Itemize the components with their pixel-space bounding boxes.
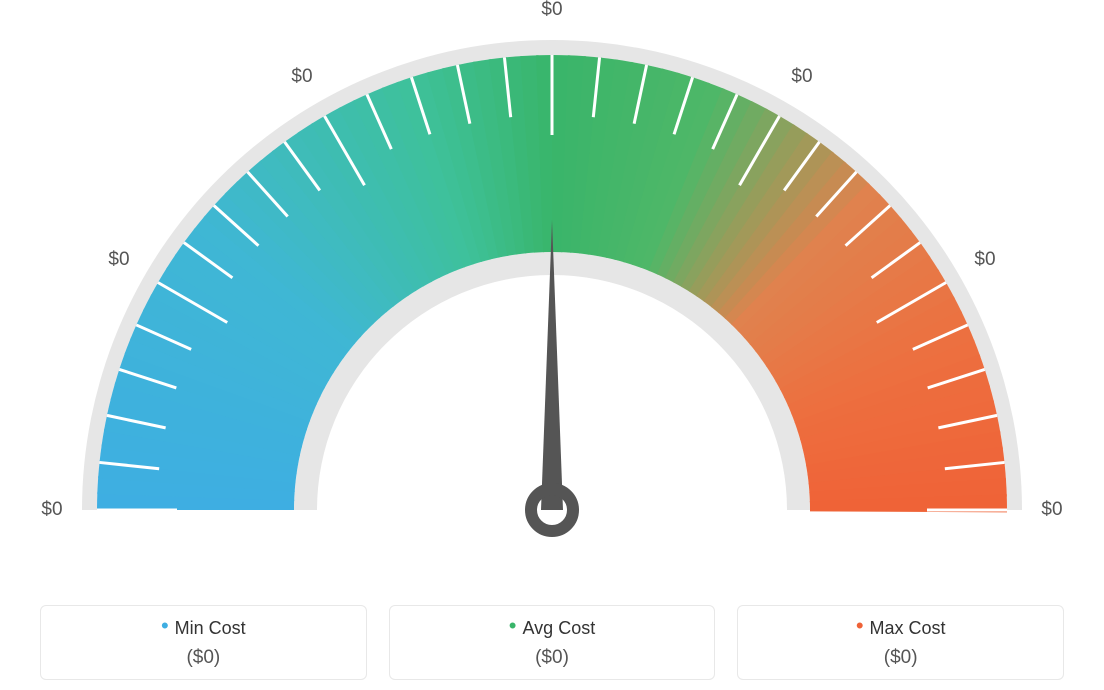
gauge-tick-label: $0 — [108, 249, 129, 271]
gauge-container: $0 $0 $0 $0 $0 $0 $0 •Min Cost ($0) •Avg Cost … — [0, 0, 1104, 690]
gauge-tick-label: $0 — [791, 66, 812, 88]
legend-text-avg: Avg Cost — [523, 618, 596, 638]
legend-value-avg: ($0) — [398, 647, 707, 669]
legend-card-avg: •Avg Cost ($0) — [389, 605, 716, 680]
legend-value-min: ($0) — [49, 647, 358, 669]
gauge-tick-label: $0 — [1041, 499, 1062, 521]
legend-label-max: •Max Cost — [746, 618, 1055, 639]
legend-text-max: Max Cost — [870, 618, 946, 638]
gauge-tick-label: $0 — [41, 499, 62, 521]
gauge-svg — [0, 0, 1104, 560]
legend-row: •Min Cost ($0) •Avg Cost ($0) •Max Cost … — [40, 605, 1064, 680]
gauge-chart: $0 $0 $0 $0 $0 $0 $0 — [0, 0, 1104, 560]
legend-text-min: Min Cost — [175, 618, 246, 638]
legend-value-max: ($0) — [746, 647, 1055, 669]
gauge-tick-label: $0 — [291, 66, 312, 88]
gauge-tick-label: $0 — [541, 0, 562, 21]
legend-card-max: •Max Cost ($0) — [737, 605, 1064, 680]
legend-card-min: •Min Cost ($0) — [40, 605, 367, 680]
gauge-tick-label: $0 — [974, 249, 995, 271]
legend-label-min: •Min Cost — [49, 618, 358, 639]
legend-label-avg: •Avg Cost — [398, 618, 707, 639]
